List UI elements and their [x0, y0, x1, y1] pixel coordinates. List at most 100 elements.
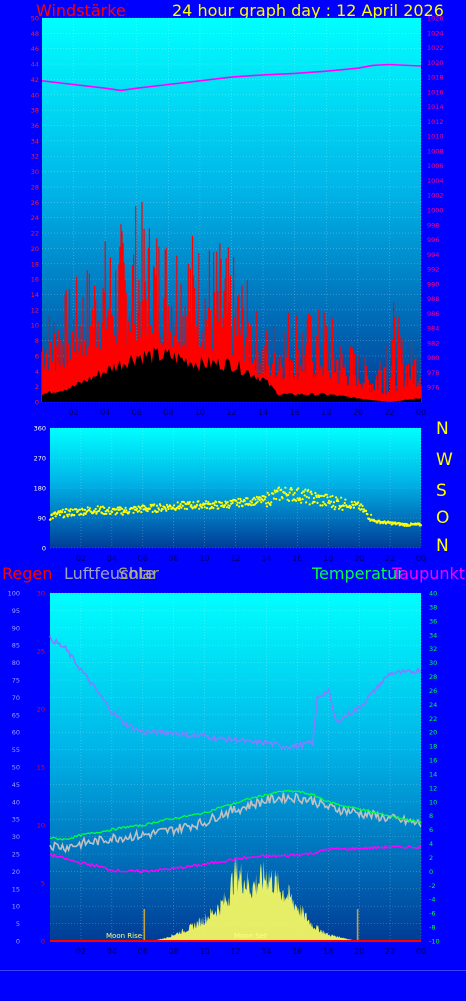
direction-point [241, 505, 244, 508]
direction-point [101, 505, 104, 508]
direction-point [329, 495, 332, 498]
temperature-y-tick-label: 34 [429, 631, 437, 639]
direction-point [98, 507, 101, 510]
direction-point [312, 497, 316, 500]
direction-point [63, 510, 67, 514]
direction-point [164, 507, 167, 511]
climate-x-tick-label: 02 [76, 947, 86, 956]
direction-point [331, 494, 334, 498]
direction-point [297, 487, 300, 490]
temperature-y-tick-label: 16 [429, 757, 437, 765]
direction-point [207, 501, 210, 504]
direction-point [238, 501, 241, 504]
direction-point [292, 493, 295, 496]
legend-temperature: Temperatur [311, 564, 404, 583]
direction-point [195, 503, 199, 506]
direction-point [161, 508, 164, 511]
direction-point [246, 497, 249, 500]
direction-point [197, 500, 200, 503]
direction-point [237, 497, 240, 500]
direction-point [221, 504, 224, 507]
direction-point [332, 504, 335, 507]
direction-point [225, 506, 228, 509]
climate-x-tick-label: 16 [292, 947, 302, 956]
direction-point [99, 506, 102, 509]
direction-point [188, 500, 191, 504]
direction-point [334, 505, 337, 509]
direction-point [204, 502, 207, 505]
direction-point [96, 505, 99, 508]
wind-y-tick-label: 50 [31, 15, 39, 23]
direction-x-tick-label: 16 [292, 554, 302, 563]
direction-point [370, 513, 373, 516]
direction-x-tick-label: 10 [199, 554, 209, 563]
pressure-y-tick-label: 986 [427, 310, 439, 318]
direction-point [230, 499, 233, 503]
direction-point [169, 505, 172, 508]
direction-point [148, 507, 151, 510]
direction-y-tick-label: 360 [34, 425, 46, 433]
wind-y-tick-label: 38 [31, 107, 39, 115]
humidity-y-tick-label: 40 [12, 798, 20, 806]
direction-point [263, 498, 266, 501]
direction-point [103, 506, 106, 509]
pressure-y-tick-label: 996 [427, 236, 439, 244]
climate-x-tick-label: 14 [261, 947, 271, 956]
direction-point [337, 500, 340, 503]
humidity-y-tick-label: 30 [12, 833, 20, 841]
direction-point [111, 510, 114, 514]
direction-point [403, 524, 406, 528]
humidity-y-tick-label: 75 [12, 677, 20, 685]
direction-point [357, 501, 360, 504]
direction-point [265, 502, 268, 505]
direction-point [106, 508, 109, 511]
humidity-y-tick-label: 60 [12, 729, 20, 737]
direction-point [220, 501, 223, 504]
direction-point [134, 506, 137, 509]
pressure-y-tick-label: 984 [427, 325, 439, 333]
moon-set-label: Moon Set [234, 932, 267, 940]
direction-point [310, 490, 313, 493]
direction-point [320, 494, 323, 497]
direction-point [328, 502, 331, 505]
direction-point [274, 491, 277, 494]
direction-point [283, 491, 286, 494]
direction-point [185, 507, 189, 511]
direction-point [73, 514, 76, 517]
rain-y-tick-label: 25 [37, 648, 45, 656]
direction-point [53, 511, 57, 514]
compass-w: W [436, 450, 453, 470]
direction-point [226, 501, 229, 504]
direction-point [68, 513, 71, 516]
rain-y-tick-label: 15 [37, 764, 45, 772]
direction-point [235, 499, 238, 502]
direction-point [183, 501, 186, 504]
direction-point [51, 517, 55, 520]
direction-point [124, 506, 127, 509]
direction-point [341, 508, 344, 511]
direction-point [336, 498, 339, 501]
temperature-y-tick-label: -6 [429, 910, 435, 918]
climate-x-tick-label: 08 [169, 947, 179, 956]
climate-x-tick-label: 00 [416, 947, 426, 956]
direction-point [335, 496, 338, 499]
direction-point [175, 506, 179, 509]
direction-point [288, 491, 291, 494]
direction-point [323, 502, 326, 505]
direction-point [369, 519, 372, 522]
climate-x-tick-label: 22 [385, 947, 395, 956]
direction-x-tick-label: 08 [169, 554, 179, 563]
direction-point [176, 501, 179, 504]
pressure-series [41, 63, 422, 92]
direction-x-tick-label: 22 [385, 554, 395, 563]
humidity-y-tick-label: 55 [12, 746, 20, 754]
direction-point [217, 507, 220, 510]
direction-point [153, 503, 156, 506]
direction-point [358, 504, 361, 507]
temperature-y-tick-label: 26 [429, 687, 437, 695]
direction-point [180, 506, 183, 509]
temperature-y-tick-label: 4 [429, 840, 433, 848]
pressure-y-tick-label: 988 [427, 295, 439, 303]
direction-point [266, 491, 269, 494]
